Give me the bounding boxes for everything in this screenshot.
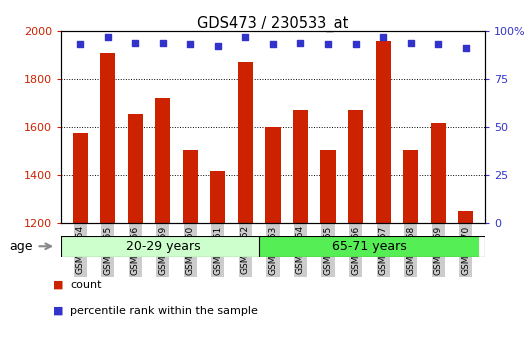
Text: count: count <box>70 280 101 289</box>
Point <box>434 42 443 47</box>
Bar <box>403 149 418 223</box>
Point <box>214 43 222 49</box>
Bar <box>430 123 446 223</box>
Bar <box>73 133 88 223</box>
Text: percentile rank within the sample: percentile rank within the sample <box>70 306 258 315</box>
Point <box>407 40 415 45</box>
Bar <box>266 127 280 223</box>
Point <box>76 42 84 47</box>
Point <box>186 42 195 47</box>
Text: 20-29 years: 20-29 years <box>126 240 200 253</box>
Point <box>351 42 360 47</box>
Bar <box>458 210 473 223</box>
Text: age: age <box>9 240 33 253</box>
Point <box>103 34 112 40</box>
Bar <box>183 149 198 223</box>
Point <box>158 40 167 45</box>
Point <box>269 42 277 47</box>
Bar <box>376 41 391 223</box>
Point <box>324 42 332 47</box>
Point <box>296 40 305 45</box>
Text: 65-71 years: 65-71 years <box>332 240 407 253</box>
Text: ■: ■ <box>53 306 64 315</box>
Text: ■: ■ <box>53 280 64 289</box>
Bar <box>100 52 116 223</box>
Point <box>379 34 387 40</box>
Bar <box>238 62 253 223</box>
Point <box>241 34 250 40</box>
Bar <box>259 236 480 257</box>
Text: GDS473 / 230533_at: GDS473 / 230533_at <box>197 16 349 32</box>
Bar <box>155 98 170 223</box>
Bar <box>61 236 259 257</box>
Bar <box>210 171 225 223</box>
Point <box>131 40 139 45</box>
Point <box>462 46 470 51</box>
Bar <box>348 110 363 223</box>
Bar <box>321 149 335 223</box>
Bar <box>293 110 308 223</box>
Bar <box>128 114 143 223</box>
